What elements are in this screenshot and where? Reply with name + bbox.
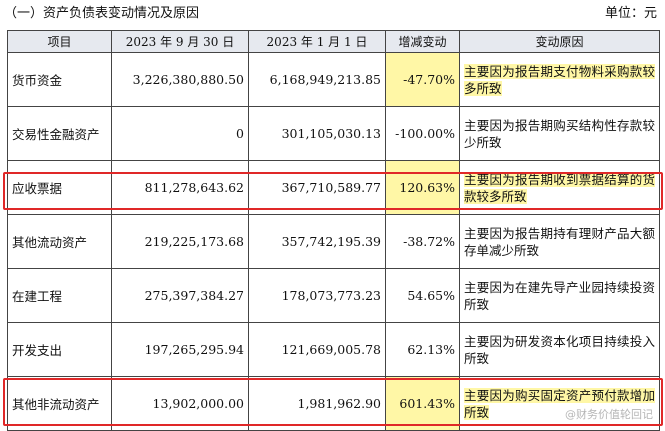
header-previous-date: 2023 年 1 月 1 日 <box>248 30 386 53</box>
row-item-name: 交易性金融资产 <box>7 106 112 161</box>
row-reason-text: 主要因为报告期持有理财产品大额存单减少所致 <box>464 225 655 258</box>
unit-label: 单位：元 <box>604 6 657 21</box>
row-change-percent: 62.13% <box>385 322 460 377</box>
row-current-value: 197,265,295.94 <box>111 322 249 377</box>
row-previous-value: 6,168,949,213.85 <box>248 52 386 107</box>
row-current-value: 219,225,173.68 <box>111 214 249 269</box>
row-item-name: 开发支出 <box>7 322 112 377</box>
row-reason-cell: 主要因为报告期收到票据结算的货款较多所致 <box>459 160 660 215</box>
table-row: 交易性金融资产 0 301,105,030.13 -100.00% 主要因为报告… <box>7 106 660 161</box>
row-previous-value: 1,981,962.90 <box>248 376 386 431</box>
row-change-percent: -38.72% <box>385 214 460 269</box>
row-previous-value: 367,710,589.77 <box>248 160 386 215</box>
row-reason-cell: 主要因为报告期持有理财产品大额存单减少所致 <box>459 214 660 269</box>
row-reason-cell: 主要因为报告期支付物料采购款较多所致 <box>459 52 660 107</box>
row-reason-text: 主要因为报告期收到票据结算的货款较多所致 <box>464 171 655 204</box>
table-caption: （一）资产负债表变动情况及原因 单位：元 <box>0 0 665 28</box>
row-reason-cell: 主要因为在建先导产业园持续投资所致 <box>459 268 660 323</box>
section-title: （一）资产负债表变动情况及原因 <box>4 6 200 21</box>
header-item: 项目 <box>7 30 112 53</box>
table-row: 其他流动资产 219,225,173.68 357,742,195.39 -38… <box>7 214 660 269</box>
row-current-value: 3,226,380,880.50 <box>111 52 249 107</box>
table-header-row: 项目 2023 年 9 月 30 日 2023 年 1 月 1 日 增减变动 变… <box>7 30 660 53</box>
table-row: 货币资金 3,226,380,880.50 6,168,949,213.85 -… <box>7 52 660 107</box>
row-current-value: 0 <box>111 106 249 161</box>
table-row: 应收票据 811,278,643.62 367,710,589.77 120.6… <box>7 160 660 215</box>
row-reason-text: 主要因为在建先导产业园持续投资所致 <box>464 279 655 312</box>
row-current-value: 811,278,643.62 <box>111 160 249 215</box>
header-change: 增减变动 <box>385 30 460 53</box>
row-current-value: 275,397,384.27 <box>111 268 249 323</box>
row-reason-text: 主要因为研发资本化项目持续投入所致 <box>464 333 655 366</box>
row-reason-cell: 主要因为报告期购买结构性存款较少所致 <box>459 106 660 161</box>
row-item-name: 其他非流动资产 <box>7 376 112 431</box>
row-item-name: 其他流动资产 <box>7 214 112 269</box>
table-row: 其他非流动资产 13,902,000.00 1,981,962.90 601.4… <box>7 376 660 431</box>
row-previous-value: 301,105,030.13 <box>248 106 386 161</box>
row-change-percent: 120.63% <box>385 160 460 215</box>
row-item-name: 应收票据 <box>7 160 112 215</box>
row-change-percent: -100.00% <box>385 106 460 161</box>
row-item-name: 在建工程 <box>7 268 112 323</box>
watermark-text: @财务价值轮回记 <box>565 408 653 421</box>
row-reason-cell: 主要因为研发资本化项目持续投入所致 <box>459 322 660 377</box>
row-previous-value: 178,073,773.23 <box>248 268 386 323</box>
row-reason-text: 主要因为报告期支付物料采购款较多所致 <box>464 63 655 96</box>
row-change-percent: 601.43% <box>385 376 460 431</box>
row-item-name: 货币资金 <box>7 52 112 107</box>
row-reason-text: 主要因为报告期购买结构性存款较少所致 <box>464 117 655 150</box>
row-change-percent: 54.65% <box>385 268 460 323</box>
header-reason: 变动原因 <box>459 30 660 53</box>
row-reason-cell: 主要因为购买固定资产预付款增加所致 <box>459 376 660 431</box>
row-current-value: 13,902,000.00 <box>111 376 249 431</box>
table-row: 开发支出 197,265,295.94 121,669,005.78 62.13… <box>7 322 660 377</box>
balance-sheet-changes-table: 项目 2023 年 9 月 30 日 2023 年 1 月 1 日 增减变动 变… <box>7 30 660 431</box>
row-previous-value: 357,742,195.39 <box>248 214 386 269</box>
table-row: 在建工程 275,397,384.27 178,073,773.23 54.65… <box>7 268 660 323</box>
header-current-date: 2023 年 9 月 30 日 <box>111 30 249 53</box>
row-previous-value: 121,669,005.78 <box>248 322 386 377</box>
row-change-percent: -47.70% <box>385 52 460 107</box>
